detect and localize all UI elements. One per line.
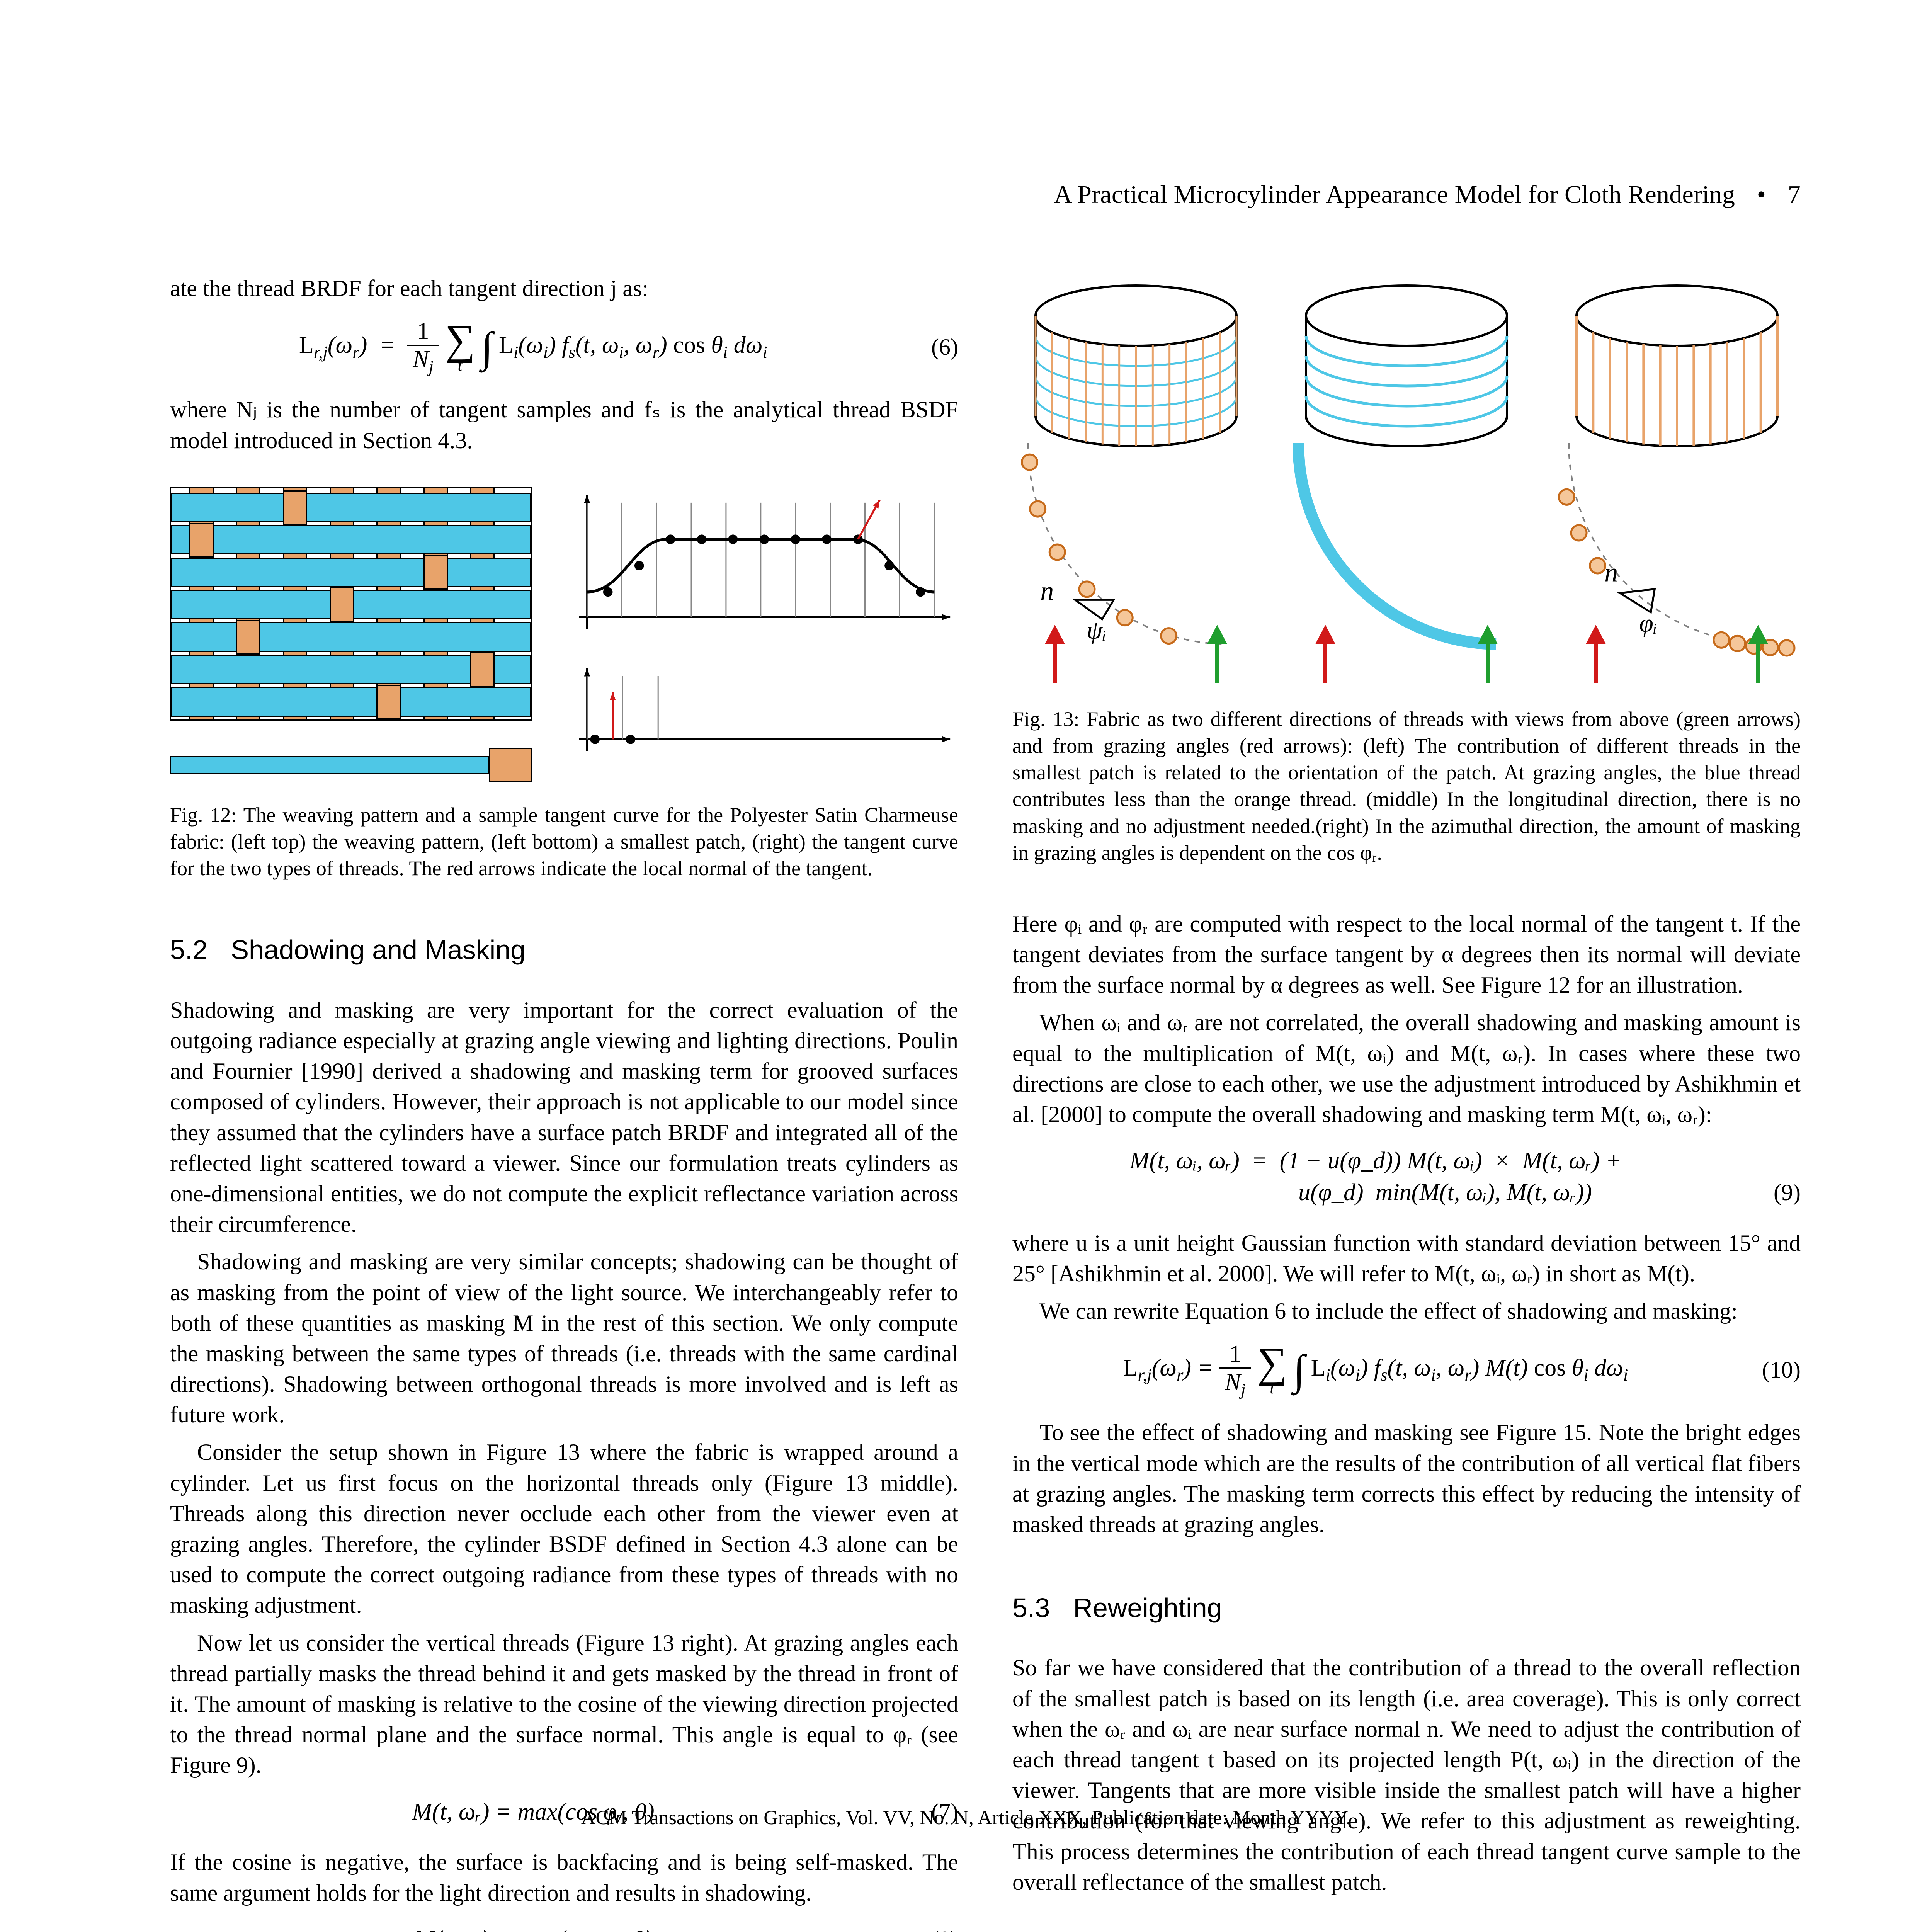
right-p-e: To see the effect of shadowing and maski… (1012, 1417, 1801, 1540)
fig13-panel-left: n ψᵢ (1012, 273, 1260, 687)
equation-8-body: M(t, ωᵢ) = max(cos φᵢ, 0) (170, 1924, 896, 1932)
section-5-2-heading: 5.2 Shadowing and Masking (170, 932, 958, 968)
patch-orange-end (489, 748, 533, 782)
section-5-3-number: 5.3 (1012, 1593, 1050, 1623)
patch-blue-bar (170, 756, 489, 774)
equation-9-number: (9) (1739, 1177, 1801, 1208)
equation-10: Lr,j(ωr) = 1Nj ∑t ∫ Li(ωi) fs(t, ωi, ωr)… (1012, 1342, 1801, 1398)
right-p-a: Here φᵢ and φᵣ are computed with respect… (1012, 909, 1801, 1001)
equation-6: Lr,j(ωr) = 1Nj ∑t ∫ Li(ωi) fs(t, ωi, ωr)… (170, 319, 958, 375)
figure-12-caption: Fig. 12: The weaving pattern and a sampl… (170, 802, 958, 882)
left-column: ate the thread BRDF for each tangent dir… (170, 273, 958, 1932)
fig12-weave-pattern (170, 487, 532, 721)
equation-6-body: Lr,j(ωr) = 1Nj ∑t ∫ Li(ωi) fs(t, ωi, ωr)… (170, 319, 896, 375)
svg-text:φᵢ: φᵢ (1639, 609, 1657, 638)
equation-9b: u(φ_d) min(M(t, ωᵢ), M(t, ωᵣ)) (9) (1012, 1177, 1801, 1209)
equation-10-body: Lr,j(ωr) = 1Nj ∑t ∫ Li(ωi) fs(t, ωi, ωr)… (1012, 1342, 1739, 1398)
p-5-3: So far we have considered that the contr… (1012, 1653, 1801, 1898)
fig12-tangent-curve-top (563, 487, 958, 653)
page-number: 7 (1788, 180, 1801, 209)
header-separator: • (1742, 180, 1781, 209)
two-column-layout: ate the thread BRDF for each tangent dir… (170, 273, 1801, 1932)
equation-6-number: (6) (896, 332, 958, 362)
running-title: A Practical Microcylinder Appearance Mod… (1054, 180, 1735, 209)
section-5-3-title: Reweighting (1073, 1593, 1222, 1623)
section-5-2-number: 5.2 (170, 935, 207, 965)
fig13-panel-middle (1283, 273, 1530, 687)
svg-text:ψᵢ: ψᵢ (1087, 616, 1106, 645)
p-5-2-d: Now let us consider the vertical threads… (170, 1628, 958, 1781)
figure-13-caption: Fig. 13: Fabric as two different directi… (1012, 706, 1801, 866)
svg-text:n: n (1604, 558, 1618, 588)
right-column: nψᵢ nφᵢ Fig. 13: Fabric as two different… (1012, 273, 1801, 1932)
p-5-2-c: Consider the setup shown in Figure 13 wh… (170, 1437, 958, 1621)
p-5-2-a: Shadowing and masking are very important… (170, 995, 958, 1240)
right-p-c: where u is a unit height Gaussian functi… (1012, 1228, 1801, 1289)
p-5-2-b: Shadowing and masking are very similar c… (170, 1247, 958, 1430)
fig12-tangent-curve-bottom (563, 660, 958, 763)
left-after-eq6: where Nⱼ is the number of tangent sample… (170, 395, 958, 456)
right-p-b: When ωᵢ and ωᵣ are not correlated, the o… (1012, 1007, 1801, 1130)
figure-12: Fig. 12: The weaving pattern and a sampl… (170, 487, 958, 882)
svg-text:n: n (1040, 577, 1054, 606)
section-5-3-heading: 5.3 Reweighting (1012, 1590, 1801, 1626)
page-footer: ACM Transactions on Graphics, Vol. VV, N… (0, 1805, 1932, 1832)
section-5-2-title: Shadowing and Masking (231, 935, 526, 965)
running-header: A Practical Microcylinder Appearance Mod… (170, 178, 1801, 211)
equation-9: M(t, ωᵢ, ωᵣ) = (1 − u(φ_d)) M(t, ωᵢ) × M… (1012, 1145, 1801, 1177)
fig12-smallest-patch (170, 748, 532, 782)
right-p-d: We can rewrite Equation 6 to include the… (1012, 1296, 1801, 1327)
equation-8: M(t, ωᵢ) = max(cos φᵢ, 0) (8) (170, 1924, 958, 1932)
equation-10-number: (10) (1739, 1355, 1801, 1385)
figure-13: nψᵢ nφᵢ Fig. 13: Fabric as two different… (1012, 273, 1801, 866)
fig13-panel-right: nφᵢ (1553, 273, 1801, 687)
left-after-eq7: If the cosine is negative, the surface i… (170, 1847, 958, 1908)
equation-9-line2: u(φ_d) min(M(t, ωᵢ), M(t, ωᵣ)) (1012, 1177, 1739, 1209)
left-intro: ate the thread BRDF for each tangent dir… (170, 273, 958, 304)
equation-9-line1: M(t, ωᵢ, ωᵣ) = (1 − u(φ_d)) M(t, ωᵢ) × M… (1012, 1145, 1739, 1177)
equation-8-number: (8) (896, 1924, 958, 1932)
